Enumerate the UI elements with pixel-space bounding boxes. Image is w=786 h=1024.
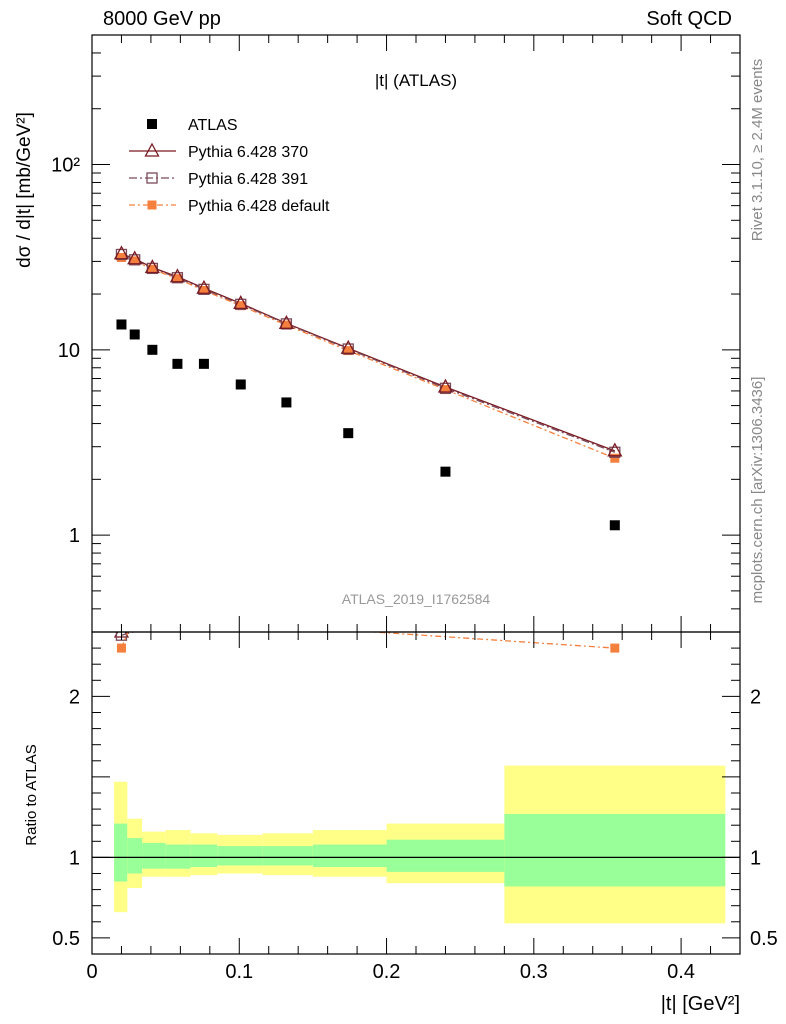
data-point-atlas (343, 428, 354, 439)
ratio-y-tick-label-right: 2 (750, 686, 761, 708)
data-point-atlas (440, 466, 451, 477)
data-point-pythia (196, 279, 212, 294)
data-point-pythia (440, 385, 450, 395)
ratio-y-axis-label: Ratio to ATLAS (23, 744, 40, 845)
main-y-axis-label: dσ / d|t| [mb/GeV²] (14, 112, 35, 268)
data-point-pythia (236, 301, 246, 311)
uncertainty-band-inner (386, 839, 505, 872)
ratio-y-tick-label-right: 0.5 (750, 928, 778, 950)
series-line-pythia-6-428-370 (121, 253, 616, 452)
ratio-line-pythia-6-428-default (120, 632, 615, 649)
data-point-pythia (607, 442, 623, 457)
legend-marker (147, 200, 157, 210)
uncertainty-band-inner (217, 846, 263, 866)
legend-marker (144, 142, 160, 157)
uncertainty-band-inner (127, 838, 143, 874)
ratio-marker (610, 643, 620, 653)
main-series-lines (121, 253, 616, 459)
data-point-atlas (116, 319, 127, 330)
header-beam-label: 8000 GeV pp (103, 8, 221, 30)
ratio-y-tick-label-left: 1 (69, 847, 80, 869)
data-point-pythia (147, 264, 157, 274)
series-line-pythia-6-428-default (121, 256, 616, 459)
data-point-atlas (235, 379, 246, 390)
data-point-pythia (342, 343, 354, 355)
data-point-pythia (437, 378, 454, 393)
uncertainty-band-inner (312, 844, 387, 868)
data-point-pythia (127, 250, 143, 265)
legend-label: ATLAS (188, 117, 238, 134)
uncertainty-band-inner (114, 823, 128, 882)
uncertainty-band-inner (165, 844, 191, 869)
data-point-pythia (115, 248, 128, 261)
analysis-id-label: ATLAS_2019_I1762584 (342, 591, 491, 607)
legend-label: Pythia 6.428 391 (188, 171, 308, 188)
x-axis-label: |t| [GeV²] (661, 993, 740, 1015)
data-point-atlas (172, 358, 183, 369)
data-point-pythia (144, 259, 160, 274)
data-point-pythia (340, 339, 356, 354)
y-tick-label: 1 (69, 525, 80, 547)
ratio-y-tick-label-left: 0.5 (52, 928, 80, 950)
x-tick-label: 0 (86, 961, 97, 983)
header-category-label: Soft QCD (646, 8, 732, 30)
ratio-marker (116, 643, 126, 653)
data-point-pythia (278, 314, 294, 329)
ratio-marker (115, 632, 128, 641)
rivet-version-label: Rivet 3.1.10, ≥ 2.4M events (749, 59, 766, 242)
data-point-atlas (147, 344, 158, 355)
legend: ATLAS Pythia 6.428 370 Pythia 6.428 391 Pyt… (129, 117, 330, 215)
uncertainty-band-inner (142, 842, 166, 869)
data-point-pythia (130, 256, 140, 266)
legend-label: Pythia 6.428 370 (188, 144, 308, 161)
data-point-pythia (199, 285, 209, 295)
mcplots-reference-label: mcplots.cern.ch [arXiv:1306.3436] (749, 377, 766, 604)
data-point-atlas (129, 329, 140, 340)
axis-ticks: 0 0.1 0.2 0.3 0.4 1 10 10² 0.5 0.5 1 1 2 2 (51, 34, 778, 983)
data-point-pythia (281, 320, 291, 330)
legend-marker (147, 119, 157, 129)
main-series-markers (113, 245, 623, 531)
data-point-pythia (169, 268, 186, 283)
uncertainty-band-inner (190, 844, 218, 868)
x-tick-label: 0.1 (225, 961, 253, 983)
main-plot-title: |t| (ATLAS) (375, 71, 457, 90)
data-point-atlas (281, 397, 292, 408)
legend-marker (146, 172, 158, 184)
y-tick-label: 10² (51, 155, 80, 177)
data-point-atlas (609, 520, 620, 531)
x-tick-label: 0.3 (520, 961, 548, 983)
x-tick-label: 0.4 (667, 961, 695, 983)
data-point-atlas (198, 358, 209, 369)
legend-label: Pythia 6.428 default (188, 198, 330, 215)
data-point-pythia (172, 274, 182, 284)
y-tick-label: 10 (58, 340, 80, 362)
uncertainty-band-inner (262, 846, 313, 866)
data-point-pythia (116, 252, 126, 262)
ratio-y-tick-label-right: 1 (750, 847, 761, 869)
data-point-pythia (343, 346, 353, 356)
ratio-y-tick-label-left: 2 (69, 686, 80, 708)
ratio-uncertainty-bands (114, 765, 726, 924)
ratio-line-pythia-6-428-370 (121, 632, 124, 633)
data-point-pythia (233, 295, 249, 310)
data-point-pythia (610, 453, 620, 463)
uncertainty-band-inner (504, 813, 726, 887)
data-point-pythia (113, 245, 130, 260)
x-tick-label: 0.2 (373, 961, 401, 983)
